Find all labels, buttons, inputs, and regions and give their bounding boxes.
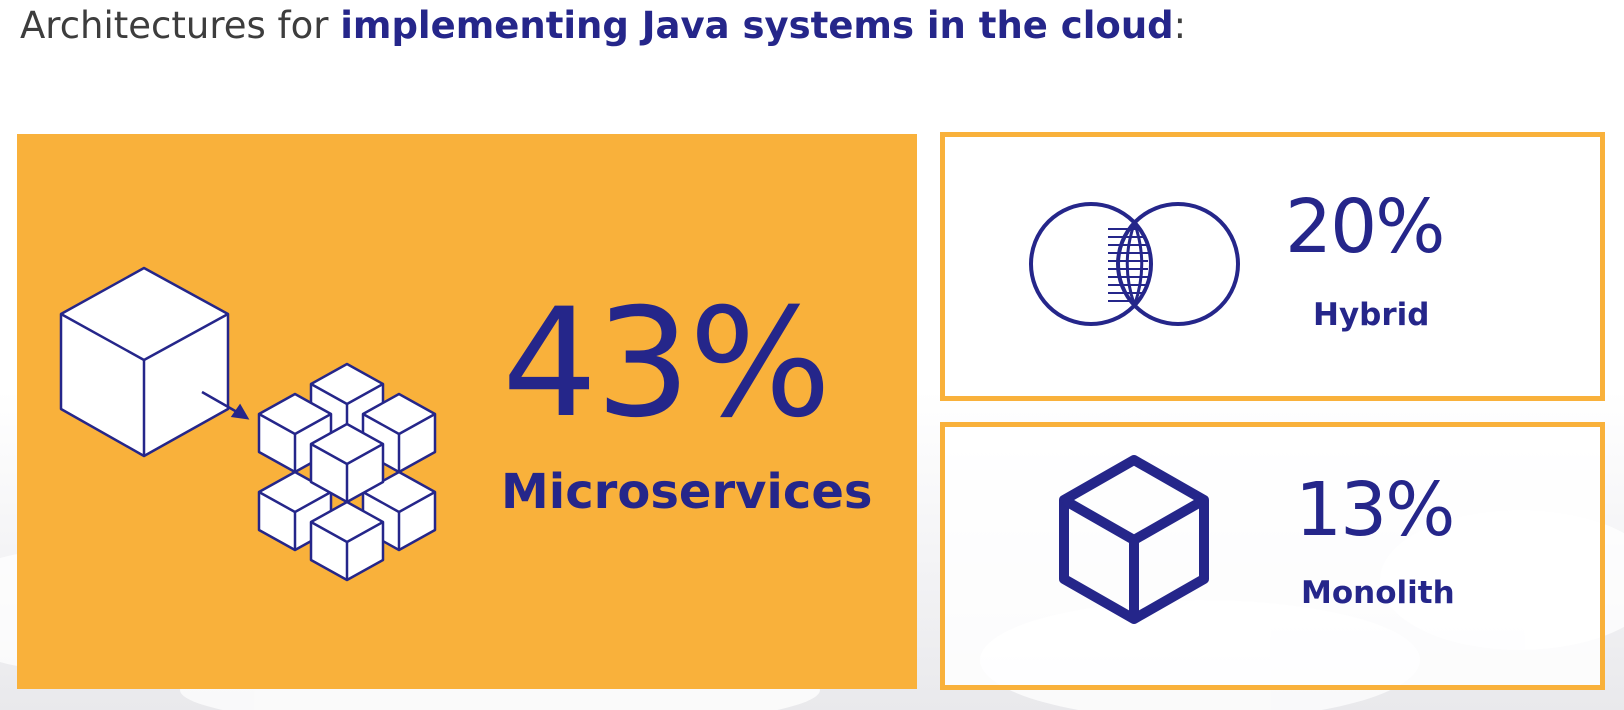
hybrid-percentage: 20% xyxy=(1285,184,1445,270)
microservices-label: Microservices xyxy=(501,464,873,520)
title-prefix: Architectures for xyxy=(20,4,341,47)
hybrid-label: Hybrid xyxy=(1313,297,1430,333)
page-title: Architectures for implementing Java syst… xyxy=(20,4,1186,47)
monolith-label: Monolith xyxy=(1301,575,1455,611)
monolith-percentage: 13% xyxy=(1295,467,1455,553)
monolith-card: 13% Monolith xyxy=(940,422,1605,690)
overlapping-circles-icon xyxy=(1029,202,1240,326)
title-emphasis: implementing Java systems in the cloud xyxy=(340,4,1174,47)
microservices-percentage: 43% xyxy=(502,277,831,451)
single-cube-icon xyxy=(1059,455,1209,624)
title-suffix: : xyxy=(1173,4,1187,47)
hybrid-card: 20% Hybrid xyxy=(940,132,1605,401)
microservices-panel: 43% Microservices xyxy=(17,134,917,689)
microservices-cubes-icon xyxy=(59,266,437,582)
